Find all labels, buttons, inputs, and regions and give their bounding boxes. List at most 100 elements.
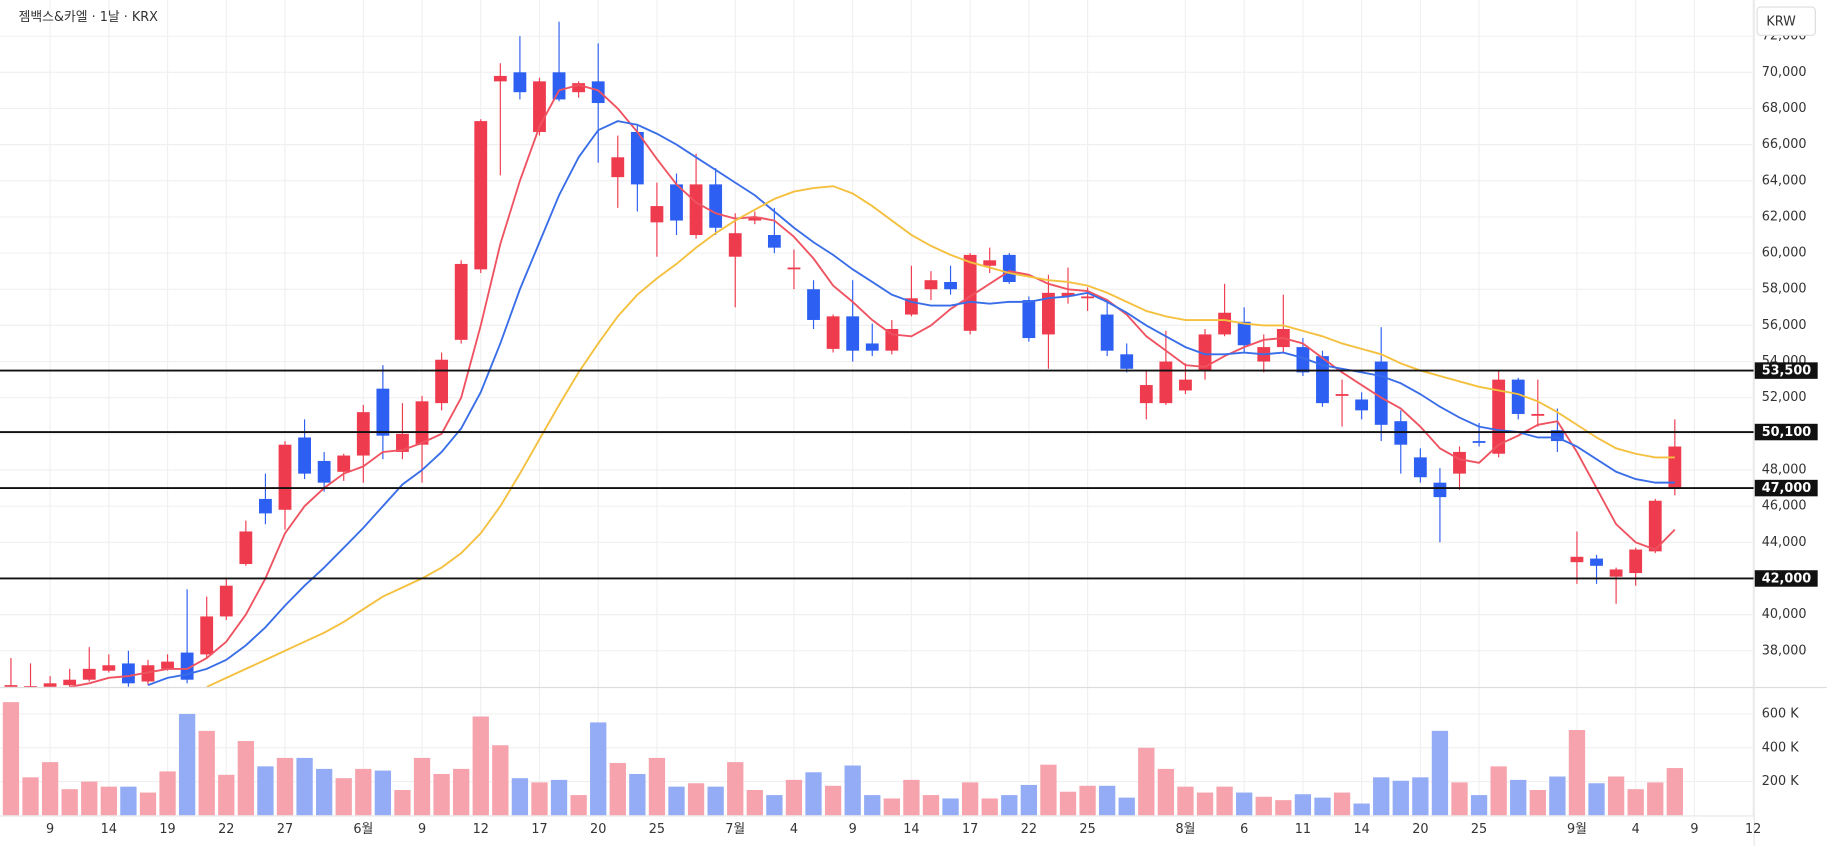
level-label-box xyxy=(1754,479,1818,497)
levels: 53,500 50,100 47,000 42,000 xyxy=(0,362,1818,587)
candle-body xyxy=(787,267,801,270)
x-tick-label: 7월 xyxy=(725,822,745,837)
volume-bar xyxy=(1157,768,1175,816)
volume-tick-label: 200 K xyxy=(1762,774,1799,789)
volume-bar xyxy=(1588,783,1605,816)
candle-body xyxy=(1198,334,1212,371)
volume-bar xyxy=(1118,797,1135,816)
candle-body xyxy=(1413,457,1427,478)
volume-bar xyxy=(609,762,626,816)
volume-bar xyxy=(198,730,215,816)
candle-body xyxy=(650,206,664,223)
candle-body xyxy=(1453,451,1466,474)
y-tick-label: 64,000 xyxy=(1762,173,1807,188)
grid xyxy=(0,0,1754,816)
volume-bar xyxy=(139,792,157,816)
y-tick-label: 66,000 xyxy=(1762,137,1807,152)
candle-body xyxy=(1570,556,1584,563)
y-tick-label: 40,000 xyxy=(1762,607,1807,622)
volume-tick-label: 600 K xyxy=(1762,706,1799,721)
candle-body xyxy=(1296,347,1310,373)
volume-bar xyxy=(903,779,920,816)
candle-body xyxy=(239,531,253,565)
volume-bar xyxy=(1196,792,1214,816)
x-tick-label: 22 xyxy=(218,822,234,837)
candle-body xyxy=(513,72,527,93)
y-tick-label: 44,000 xyxy=(1762,535,1807,550)
volume-bar xyxy=(550,779,568,816)
volume-bar xyxy=(81,781,98,816)
candle-body xyxy=(1218,312,1232,335)
x-tick-label: 17 xyxy=(531,822,547,837)
candle-body xyxy=(689,184,703,236)
candle-body xyxy=(1355,399,1369,411)
y-tick-label: 70,000 xyxy=(1762,65,1807,80)
candle-body xyxy=(1609,569,1623,577)
volume-bar xyxy=(257,766,274,816)
x-tick-label: 8월 xyxy=(1175,822,1195,837)
volume-bar xyxy=(707,786,724,816)
volume-bar xyxy=(844,765,861,816)
candle-body xyxy=(1120,354,1134,369)
volume-bar xyxy=(1098,785,1116,816)
volume-bar xyxy=(492,745,509,816)
volume-bar xyxy=(1568,730,1586,816)
candle-body xyxy=(591,81,605,104)
volume-bar xyxy=(178,713,196,816)
candle-body xyxy=(1042,292,1055,335)
volume-tick-label: 400 K xyxy=(1762,740,1799,755)
y-tick-label: 68,000 xyxy=(1762,101,1807,116)
volume-bar xyxy=(315,768,333,816)
candle-body xyxy=(1179,379,1192,391)
x-tick-label: 11 xyxy=(1295,822,1311,837)
volume-pane xyxy=(2,702,1683,816)
volume-bar xyxy=(687,783,705,816)
volume-bar xyxy=(1020,784,1038,816)
candle-body xyxy=(630,131,644,185)
level-label: 53,500 xyxy=(1762,364,1811,379)
candle-body xyxy=(474,121,488,270)
y-tick-label: 38,000 xyxy=(1762,643,1807,658)
volume-bar xyxy=(1510,779,1527,816)
x-tick-label: 12 xyxy=(473,822,489,837)
x-tick-label: 17 xyxy=(962,822,978,837)
volume-bar xyxy=(1255,796,1272,816)
candle-body xyxy=(1472,441,1486,443)
candle-body xyxy=(1550,430,1564,442)
moving-average-line xyxy=(147,120,1675,687)
candle-body xyxy=(572,83,586,93)
volume-bar xyxy=(472,716,489,816)
y-tick-label: 52,000 xyxy=(1762,390,1807,405)
candle-body xyxy=(415,401,429,445)
candle-body xyxy=(983,260,997,266)
x-tick-label: 25 xyxy=(649,822,665,837)
volume-bar xyxy=(1529,790,1546,816)
volume-bar xyxy=(785,779,803,816)
candle-body xyxy=(200,616,214,655)
volume-bar xyxy=(453,768,470,816)
x-tick-label: 6 xyxy=(1240,822,1248,837)
volume-bar xyxy=(1392,780,1409,816)
candle-body xyxy=(435,359,449,404)
volume-bar xyxy=(413,757,431,816)
volume-bar xyxy=(1607,776,1625,816)
volume-bar xyxy=(864,795,881,816)
candle-body xyxy=(43,683,57,687)
volume-bar xyxy=(218,774,235,816)
volume-bar xyxy=(374,770,392,816)
candle-body xyxy=(102,665,116,671)
currency-button[interactable] xyxy=(1756,6,1816,36)
candle-body xyxy=(1590,558,1603,566)
candle-body xyxy=(1022,300,1036,339)
volume-bar xyxy=(1373,777,1390,816)
candle-body xyxy=(278,444,292,510)
candle-body xyxy=(865,343,879,351)
currency-label[interactable]: KRW xyxy=(1766,14,1796,29)
volume-bar xyxy=(961,782,979,816)
candle-body xyxy=(846,316,860,351)
x-tick-label: 9 xyxy=(849,822,857,837)
y-tick-label: 56,000 xyxy=(1762,318,1807,333)
volume-bar xyxy=(296,757,313,816)
